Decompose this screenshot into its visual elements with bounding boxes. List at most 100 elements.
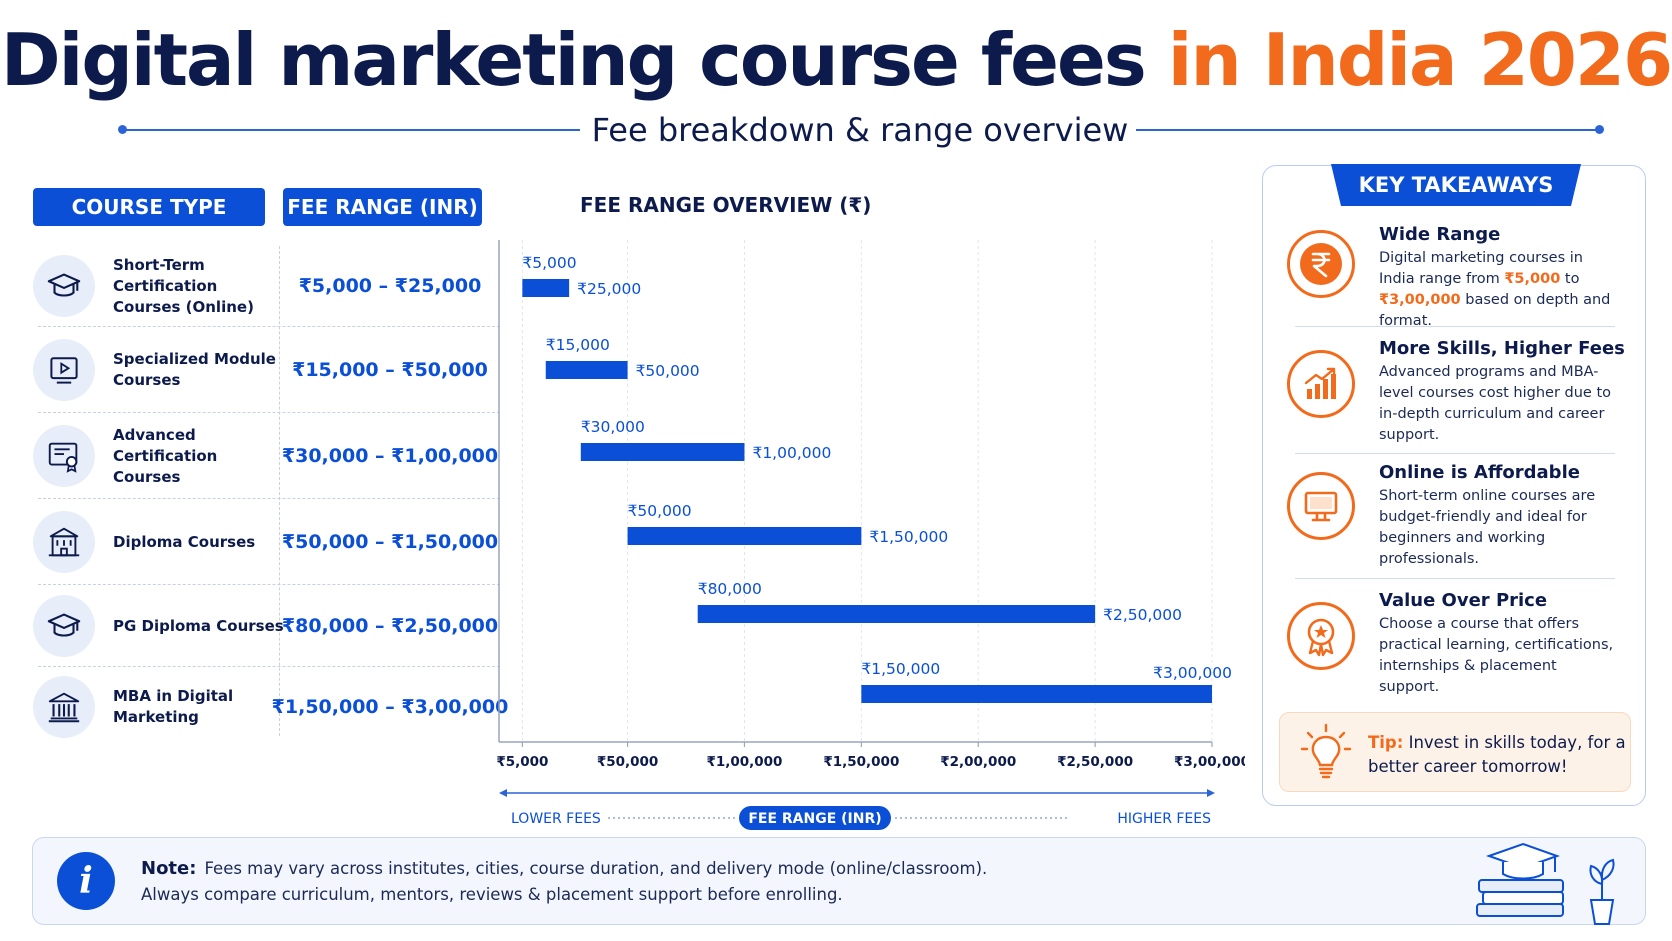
award-badge-icon <box>1287 602 1355 670</box>
row-separator <box>38 584 500 585</box>
higher-fees-label: HIGHER FEES <box>1117 811 1211 827</box>
takeaway-text-part: to <box>1560 271 1580 287</box>
row-separator <box>38 412 500 413</box>
x-tick-label: ₹50,000 <box>597 754 659 770</box>
note-box: i Note: Fees may vary across institutes, … <box>32 837 1646 925</box>
range-bar <box>545 361 628 379</box>
takeaway-separator <box>1295 453 1615 454</box>
divider-dot-right <box>1595 125 1604 134</box>
note-line-2: Always compare curriculum, mentors, revi… <box>141 885 843 904</box>
graduation-cap-icon <box>33 595 95 657</box>
takeaway-item: More Skills, Higher Fees Advanced progra… <box>1263 338 1647 450</box>
takeaway-item: Wide Range Digital marketing courses in … <box>1263 222 1647 329</box>
takeaway-text: Digital marketing courses in India range… <box>1379 248 1619 332</box>
x-tick-label: ₹3,00,000 <box>1174 754 1245 770</box>
key-takeaways-panel: KEY TAKEAWAYS Wide Range Digital marketi… <box>1262 164 1647 806</box>
takeaway-title: Value Over Price <box>1379 590 1548 611</box>
table-row: Diploma Courses ₹50,000 – ₹1,50,000 <box>33 500 499 584</box>
graduation-cap-icon <box>33 255 95 317</box>
low-value-label: ₹50,000 <box>628 502 692 520</box>
fee-range-pill <box>739 806 891 830</box>
lower-fees-label: LOWER FEES <box>511 811 601 827</box>
row-separator <box>38 326 500 327</box>
takeaway-item: Online is Affordable Short-term online c… <box>1263 462 1647 574</box>
high-value-label: ₹25,000 <box>577 280 641 298</box>
table-row: Advanced Certification Courses ₹30,000 –… <box>33 414 499 498</box>
tip-box: Tip: Invest in skills today, for a bette… <box>1279 712 1631 792</box>
table-row: Specialized Module Courses ₹15,000 – ₹50… <box>33 328 499 412</box>
high-value-label: ₹2,50,000 <box>1103 606 1182 624</box>
course-name: MBA in Digital Marketing <box>113 687 234 726</box>
rupee-icon <box>1287 230 1355 298</box>
lightbulb-icon <box>1298 723 1354 787</box>
takeaway-separator <box>1295 326 1615 327</box>
row-separator <box>38 666 500 667</box>
range-bar <box>861 685 1212 703</box>
arrow-left-icon <box>499 789 507 797</box>
takeaway-text: Advanced programs and MBA-level courses … <box>1379 364 1611 443</box>
fee-range: ₹5,000 – ₹25,000 <box>298 275 482 297</box>
fee-range: ₹50,000 – ₹1,50,000 <box>281 531 499 553</box>
takeaway-text: Choose a course that offers practical le… <box>1379 616 1614 695</box>
takeaway-item: Value Over Price Choose a course that of… <box>1263 590 1647 700</box>
key-takeaways-header: KEY TAKEAWAYS <box>1331 164 1581 206</box>
x-tick-label: ₹2,00,000 <box>940 754 1016 770</box>
takeaway-highlight-max: ₹3,00,000 <box>1379 292 1461 308</box>
certificate-icon <box>33 425 95 487</box>
x-tick-label: ₹1,50,000 <box>823 754 899 770</box>
divider-line-right <box>1136 129 1600 131</box>
books-graduation-cap-icon <box>1467 840 1627 930</box>
takeaway-title: Wide Range <box>1379 224 1501 245</box>
low-value-label: ₹30,000 <box>581 418 645 436</box>
bank-building-icon <box>33 676 95 738</box>
subtitle-row: Fee breakdown & range overview <box>118 108 1604 152</box>
video-play-icon <box>33 339 95 401</box>
course-name: Specialized Module Courses <box>113 350 276 389</box>
page-subtitle: Fee breakdown & range overview <box>591 111 1129 149</box>
info-icon: i <box>57 852 115 910</box>
fee-range-pill-label: FEE RANGE (INR) <box>748 811 881 827</box>
title-accent: in India 2026 <box>1167 18 1672 102</box>
course-name: Advanced Certification Courses <box>113 425 218 486</box>
page-title: Digital marketing course fees in India 2… <box>0 18 1672 102</box>
column-separator <box>279 246 280 736</box>
fee-range: ₹15,000 – ₹50,000 <box>292 359 488 381</box>
takeaway-separator <box>1295 578 1615 579</box>
note-label: Note: <box>141 858 197 879</box>
fee-range: ₹1,50,000 – ₹3,00,000 <box>271 696 509 718</box>
low-value-label: ₹80,000 <box>698 580 762 598</box>
high-value-label: ₹1,00,000 <box>752 444 831 462</box>
fee-range: ₹30,000 – ₹1,00,000 <box>281 445 499 467</box>
range-bar <box>522 279 570 297</box>
title-main: Digital marketing course fees <box>0 18 1147 102</box>
monitor-icon <box>1287 472 1355 540</box>
fee-range: ₹80,000 – ₹2,50,000 <box>281 615 499 637</box>
takeaway-text-part: Digital marketing courses in India range… <box>1379 250 1583 287</box>
tip-text: Tip: Invest in skills today, for a bette… <box>1368 731 1628 779</box>
table-row: PG Diploma Courses ₹80,000 – ₹2,50,000 <box>33 586 499 666</box>
institution-icon <box>33 511 95 573</box>
table-row: MBA in Digital Marketing ₹1,50,000 – ₹3,… <box>33 668 509 746</box>
arrow-right-icon <box>1207 789 1215 797</box>
divider-line-left <box>122 129 580 131</box>
course-name: Diploma Courses <box>113 532 256 551</box>
fee-range-chart: ₹5,000 ₹50,000 ₹1,00,000 ₹1,50,000 ₹2,00,000… <box>496 240 1245 830</box>
x-tick-label: ₹2,50,000 <box>1057 754 1133 770</box>
takeaway-highlight-min: ₹5,000 <box>1504 271 1561 287</box>
course-name: PG Diploma Courses <box>113 616 284 635</box>
x-tick-label: ₹5,000 <box>496 754 548 770</box>
takeaway-text: Short-term online courses are budget-fri… <box>1379 488 1596 567</box>
low-value-label: ₹5,000 <box>522 254 576 272</box>
high-value-label: ₹1,50,000 <box>869 528 948 546</box>
low-value-label: ₹15,000 <box>546 336 610 354</box>
high-value-label: ₹3,00,000 <box>1153 664 1232 682</box>
note-line-1: Fees may vary across institutes, cities,… <box>204 859 988 878</box>
range-bar <box>697 605 1096 623</box>
takeaway-title: More Skills, Higher Fees <box>1379 338 1625 359</box>
high-value-label: ₹50,000 <box>636 362 700 380</box>
low-value-label: ₹1,50,000 <box>861 660 940 678</box>
fee-range-header: FEE RANGE (INR) <box>283 188 482 226</box>
tip-message: Invest in skills today, for a better car… <box>1368 733 1626 776</box>
note-text: Note: Fees may vary across institutes, ci… <box>141 856 987 908</box>
growth-chart-icon <box>1287 350 1355 418</box>
